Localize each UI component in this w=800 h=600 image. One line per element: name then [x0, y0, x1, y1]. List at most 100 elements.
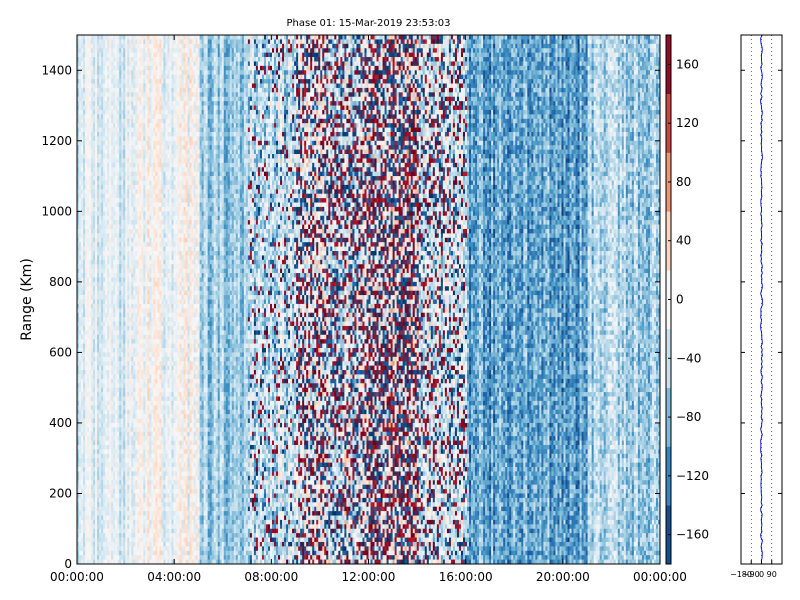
heatmap-cell: [149, 339, 152, 344]
heatmap-cell: [117, 162, 120, 168]
heatmap-cell: [135, 361, 138, 366]
heatmap-cell: [133, 154, 136, 159]
heatmap-cell: [143, 96, 146, 102]
heatmap-cell: [151, 480, 154, 485]
heatmap-cell: [117, 149, 120, 155]
heatmap-cell: [101, 339, 104, 344]
heatmap-cell: [91, 202, 94, 208]
heatmap-cell: [107, 511, 110, 516]
heatmap-cell: [77, 127, 80, 133]
heatmap-cell: [149, 79, 152, 84]
heatmap-cell: [139, 43, 142, 49]
heatmap-cell: [83, 198, 86, 203]
heatmap-cell: [127, 281, 130, 287]
heatmap-cell: [133, 136, 136, 142]
heatmap-cell: [95, 295, 98, 300]
heatmap-cell: [109, 255, 112, 261]
heatmap-cell: [129, 347, 132, 353]
heatmap-cell: [143, 52, 146, 58]
heatmap-cell: [93, 193, 96, 199]
heatmap-cell: [107, 295, 110, 300]
heatmap-cell: [85, 449, 88, 455]
heatmap-cell: [107, 559, 110, 565]
heatmap-cell: [89, 427, 92, 433]
heatmap-cell: [115, 255, 118, 261]
heatmap-cell: [143, 61, 146, 67]
heatmap-cell: [155, 418, 158, 424]
heatmap-cell: [77, 74, 80, 80]
heatmap-cell: [81, 559, 84, 565]
heatmap-cell: [113, 418, 116, 424]
heatmap-cell: [157, 295, 160, 300]
heatmap-cell: [133, 96, 136, 102]
heatmap-cell: [97, 422, 100, 428]
heatmap-cell: [93, 251, 96, 256]
heatmap-cell: [157, 211, 160, 217]
heatmap-cell: [115, 422, 118, 428]
heatmap-cell: [95, 290, 98, 296]
heatmap-cell: [153, 202, 156, 208]
heatmap-cell: [159, 321, 162, 327]
heatmap-cell: [151, 515, 154, 521]
heatmap-cell: [87, 440, 90, 446]
heatmap-cell: [107, 131, 110, 137]
heatmap-cell: [95, 224, 98, 230]
heatmap-cell: [157, 83, 160, 89]
heatmap-cell: [87, 180, 90, 186]
heatmap-cell: [85, 497, 88, 503]
heatmap-cell: [97, 273, 100, 278]
heatmap-cell: [149, 61, 152, 67]
heatmap-cell: [129, 325, 132, 331]
heatmap-cell: [127, 519, 130, 525]
heatmap-cell: [149, 101, 152, 106]
heatmap-cell: [109, 259, 112, 265]
heatmap-cell: [143, 149, 146, 155]
heatmap-cell: [157, 559, 160, 565]
heatmap-cell: [135, 101, 138, 106]
heatmap-cell: [119, 118, 122, 124]
heatmap-cell: [89, 127, 92, 133]
heatmap-cell: [125, 48, 128, 53]
heatmap-cell: [101, 453, 104, 459]
heatmap-cell: [157, 35, 160, 40]
heatmap-cell: [123, 400, 126, 406]
heatmap-cell: [105, 140, 108, 146]
heatmap-cell: [135, 220, 138, 225]
heatmap-cell: [97, 462, 100, 468]
heatmap-cell: [109, 228, 112, 234]
heatmap-cell: [119, 458, 122, 463]
heatmap-cell: [109, 392, 112, 397]
heatmap-cell: [151, 158, 154, 164]
heatmap-cell: [81, 264, 84, 269]
heatmap-cell: [87, 449, 90, 455]
heatmap-cell: [131, 400, 134, 406]
heatmap-cell: [107, 180, 110, 186]
heatmap-cell: [157, 286, 160, 291]
heatmap-cell: [131, 131, 134, 137]
heatmap-cell: [83, 484, 86, 490]
heatmap-cell: [139, 167, 142, 172]
heatmap-cell: [153, 211, 156, 217]
heatmap-cell: [119, 453, 122, 459]
heatmap-cell: [91, 555, 94, 560]
heatmap-cell: [85, 528, 88, 534]
heatmap-cell: [151, 140, 154, 146]
heatmap-cell: [143, 255, 146, 261]
heatmap-cell: [87, 555, 90, 560]
heatmap-cell: [129, 251, 132, 256]
heatmap-cell: [147, 96, 150, 102]
heatmap-cell: [91, 136, 94, 142]
heatmap-cell: [153, 506, 156, 512]
heatmap-cell: [85, 70, 88, 75]
heatmap-cell: [149, 317, 152, 322]
heatmap-cell: [111, 286, 114, 291]
heatmap-cell: [135, 396, 138, 402]
heatmap-cell: [105, 131, 108, 137]
heatmap-cell: [157, 537, 160, 543]
heatmap-cell: [79, 149, 82, 155]
heatmap-cell: [127, 321, 130, 327]
heatmap-cell: [99, 467, 102, 472]
heatmap-cell: [125, 414, 128, 419]
heatmap-cell: [149, 92, 152, 98]
heatmap-cell: [137, 339, 140, 344]
